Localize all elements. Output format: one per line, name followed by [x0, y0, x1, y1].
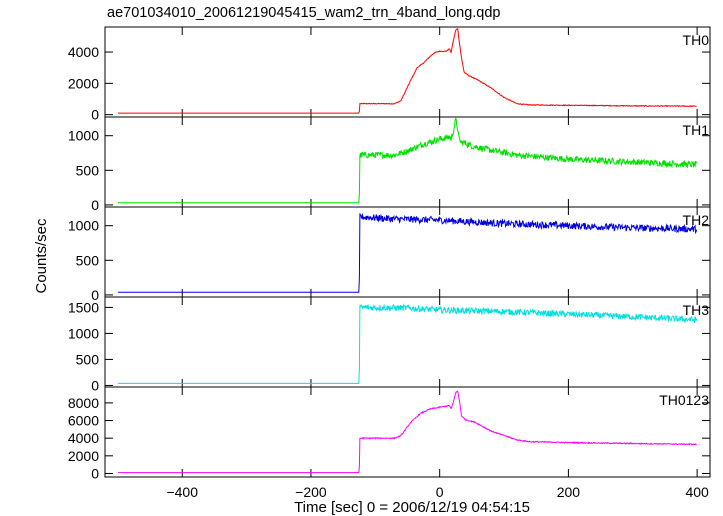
panel-label: TH1	[683, 122, 710, 138]
y-tick-label: 6000	[68, 413, 99, 429]
y-tick-label: 0	[91, 197, 99, 213]
series-line-th2	[117, 213, 698, 293]
y-tick-label: 1500	[68, 299, 99, 315]
y-tick-label: 2000	[68, 448, 99, 464]
panel-label: TH3	[683, 302, 710, 318]
panel-th1: 0 500 1000 TH1	[68, 116, 711, 213]
x-tick-label: 0	[436, 484, 444, 500]
y-tick-label: 0	[91, 465, 99, 481]
y-tick-label: 500	[76, 351, 100, 367]
x-tick-label: −400	[166, 484, 198, 500]
panel-frame	[104, 296, 711, 388]
panel-frame	[104, 386, 711, 478]
y-tick-label: 4000	[68, 430, 99, 446]
x-tick-label: 200	[557, 484, 581, 500]
y-tick-label: 1000	[68, 128, 99, 144]
y-axis-label: Counts/sec	[33, 218, 50, 294]
panel-label: TH2	[683, 212, 710, 228]
y-tick-label: 0	[91, 377, 99, 393]
y-tick-label: 0	[91, 287, 99, 303]
panel-th0: 0 2000 4000 TH0	[68, 26, 711, 123]
panel-frame	[104, 26, 711, 118]
panel-frame	[104, 206, 711, 298]
x-tick-label: 400	[685, 484, 709, 500]
y-tick-label: 2000	[68, 75, 99, 91]
panel-label: TH0	[683, 32, 710, 48]
panel-th3: 0 500 1000 1500 TH3	[68, 296, 711, 393]
chart-title: ae701034010_20061219045415_wam2_trn_4ban…	[107, 5, 500, 21]
y-tick-label: 4000	[68, 44, 99, 60]
y-tick-label: 1000	[68, 325, 99, 341]
x-tick-label: −200	[295, 484, 327, 500]
y-tick-label: 1000	[68, 218, 99, 234]
series-line-th3	[117, 303, 698, 384]
series-line-th1	[117, 117, 698, 204]
y-tick-label: 500	[76, 252, 100, 268]
y-tick-label: 500	[76, 162, 100, 178]
panel-label: TH0123	[659, 392, 709, 408]
series-line-th0	[117, 28, 697, 114]
series-line-th0123	[117, 390, 697, 474]
y-tick-label: 0	[91, 107, 99, 123]
x-axis-label: Time [sec] 0 = 2006/12/19 04:54:15	[294, 499, 530, 516]
panel-th2: 0 500 1000 TH2	[68, 206, 711, 303]
y-tick-label: 8000	[68, 395, 99, 411]
